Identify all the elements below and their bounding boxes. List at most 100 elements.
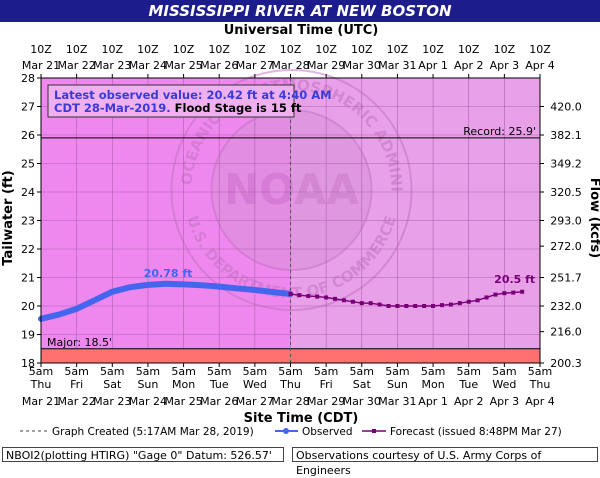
flow-tick-label: 216.0 [550, 326, 582, 339]
legend-observed-label: Observed [302, 426, 353, 438]
info-box: Latest observed value: 20.42 ft at 4:40 … [47, 84, 332, 118]
forecast-point [359, 301, 364, 306]
top-tick-date: Apr 2 [454, 59, 484, 72]
forecast-point [404, 304, 409, 308]
x-tick-time: 5am [314, 365, 338, 378]
x-tick-time: 5am [278, 365, 302, 378]
forecast-point [297, 293, 302, 298]
x-tick-date: Mar 22 [58, 395, 96, 408]
flow-tick-label: 382.1 [550, 129, 582, 142]
observed-point [163, 281, 169, 287]
flow-tick-label: 293.0 [550, 215, 582, 228]
forecast-point [377, 302, 382, 307]
forecast-point [368, 301, 373, 306]
forecast-point [520, 289, 525, 294]
top-tick-time: 10Z [422, 43, 444, 56]
top-tick-time: 10Z [30, 43, 52, 56]
flow-tick-label: 251.7 [550, 272, 582, 285]
chart-title: MISSISSIPPI RIVER AT NEW BOSTON [0, 0, 600, 22]
x-tick-day: Thu [30, 378, 52, 391]
flow-tick-label: 232.0 [550, 300, 582, 313]
x-tick-time: 5am [385, 365, 409, 378]
legend-forecast-label: Forecast (issued 8:48PM Mar 27) [390, 426, 562, 438]
top-tick-date: Mar 30 [343, 59, 381, 72]
y-tick-label: 23 [21, 215, 35, 228]
forecast-point [422, 304, 427, 308]
x-tick-time: 5am [421, 365, 445, 378]
y-tick-label: 19 [21, 329, 35, 342]
x-tick-day: Mon [172, 378, 195, 391]
forecast-point [484, 295, 489, 300]
x-tick-date: Mar 24 [129, 395, 167, 408]
bottom-axis-title: Site Time (CDT) [244, 411, 359, 426]
top-tick-time: 10Z [458, 43, 480, 56]
noaa-watermark-text: NOAA [224, 165, 359, 214]
x-tick-date: Mar 28 [271, 395, 309, 408]
x-tick-date: Mar 21 [22, 395, 60, 408]
x-tick-day: Mon [421, 378, 444, 391]
left-axis-title: Tailwater (ft) [1, 170, 16, 265]
top-tick-time: 10Z [244, 43, 266, 56]
x-tick-time: 5am [29, 365, 53, 378]
forecast-point [413, 304, 418, 308]
observed-point [109, 289, 115, 295]
flow-tick-label: 420.0 [550, 101, 582, 114]
flow-tick-label: 349.2 [550, 158, 582, 171]
record-stage-label: Record: 25.9' [463, 125, 536, 138]
top-tick-date: Apr 4 [525, 59, 555, 72]
info-line-2b: Flood Stage is 15 ft [171, 101, 302, 115]
x-tick-date: Mar 26 [200, 395, 238, 408]
top-tick-date: Mar 21 [22, 59, 60, 72]
top-tick-time: 10Z [208, 43, 230, 56]
x-tick-time: 5am [100, 365, 124, 378]
top-tick-time: 10Z [173, 43, 195, 56]
top-tick-time: 10Z [66, 43, 88, 56]
legend: Graph Created (5:17AM Mar 28, 2019) Obser… [20, 426, 562, 438]
x-tick-date: Apr 1 [418, 395, 448, 408]
courtesy-footer: Observations courtesy of U.S. Army Corps… [292, 447, 598, 477]
datum-footer: NBOI2(plotting HTIRG) "Gage 0" Datum: 52… [2, 447, 284, 462]
forecast-point [288, 292, 293, 297]
forecast-point [448, 302, 453, 307]
flow-tick-label: 200.3 [550, 357, 582, 370]
x-tick-time: 5am [350, 365, 374, 378]
top-tick-date: Mar 31 [378, 59, 416, 72]
forecast-point [341, 298, 346, 303]
top-tick-date: Apr 1 [418, 59, 448, 72]
x-tick-date: Mar 23 [93, 395, 131, 408]
top-tick-time: 10Z [529, 43, 551, 56]
x-tick-day: Sat [103, 378, 122, 391]
forecast-point [502, 291, 507, 296]
x-tick-date: Mar 30 [343, 395, 381, 408]
top-tick-time: 10Z [494, 43, 516, 56]
top-axis-title: Universal Time (UTC) [224, 23, 379, 38]
top-tick-date: Mar 25 [164, 59, 202, 72]
observed-point [198, 282, 204, 288]
x-tick-day: Wed [243, 378, 267, 391]
top-tick-date: Mar 26 [200, 59, 238, 72]
x-tick-date: Mar 27 [236, 395, 274, 408]
top-tick-time: 10Z [280, 43, 302, 56]
top-tick-time: 10Z [315, 43, 337, 56]
major-stage-label: Major: 18.5' [47, 336, 112, 349]
legend-observed-marker [283, 428, 289, 434]
forecast-point [466, 299, 471, 304]
y-tick-label: 20 [21, 300, 35, 313]
x-tick-day: Tue [458, 378, 478, 391]
legend-graph-created-label: Graph Created (5:17AM Mar 28, 2019) [52, 426, 254, 438]
y-tick-label: 27 [21, 101, 35, 114]
top-tick-time: 10Z [137, 43, 159, 56]
right-axis-title: Flow (kcfs) [587, 178, 600, 258]
y-tick-label: 28 [21, 72, 35, 85]
observed-point [180, 281, 187, 287]
x-tick-day: Fri [320, 378, 333, 391]
top-tick-time: 10Z [102, 43, 124, 56]
x-tick-day: Tue [209, 378, 229, 391]
flow-tick-label: 320.5 [550, 186, 582, 199]
x-tick-date: Apr 2 [454, 395, 484, 408]
forecast-point [324, 295, 329, 300]
forecast-point [439, 303, 444, 308]
top-tick-date: Mar 23 [93, 59, 131, 72]
x-tick-day: Wed [492, 378, 516, 391]
top-tick-time: 10Z [351, 43, 373, 56]
